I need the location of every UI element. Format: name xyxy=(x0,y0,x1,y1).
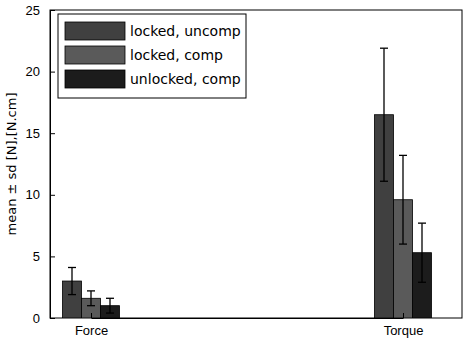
error-cap xyxy=(106,312,114,313)
y-tick-mark xyxy=(50,133,55,134)
x-axis: Force Torque xyxy=(75,313,423,338)
error-cap xyxy=(68,267,76,268)
error-line xyxy=(421,223,422,282)
error-line xyxy=(109,298,110,313)
error-bar xyxy=(106,298,114,313)
error-bar xyxy=(68,267,76,294)
y-axis-title: mean ± sd [N],[N.cm] xyxy=(4,93,19,236)
error-line xyxy=(90,291,91,306)
x-tick-label: Force xyxy=(75,323,108,338)
y-tick-label: 5 xyxy=(33,249,40,264)
error-bar xyxy=(418,223,426,282)
y-tick-label: 10 xyxy=(26,187,40,202)
y-tick-mark xyxy=(50,318,55,319)
error-line xyxy=(402,155,403,244)
y-tick-label: 25 xyxy=(26,3,40,18)
y-tick: 15 xyxy=(26,126,55,141)
legend-swatch xyxy=(65,46,125,64)
error-line xyxy=(383,48,384,181)
y-tick: 20 xyxy=(26,64,55,79)
y-tick-mark xyxy=(50,72,55,73)
legend-swatch xyxy=(65,70,125,88)
error-line xyxy=(71,267,72,294)
y-tick-label: 15 xyxy=(26,126,40,141)
plot-frame xyxy=(50,10,462,318)
error-cap xyxy=(380,48,388,49)
error-cap xyxy=(68,294,76,295)
y-tick-label: 0 xyxy=(33,311,40,326)
error-cap xyxy=(399,155,407,156)
error-cap xyxy=(87,305,95,306)
error-bar xyxy=(399,155,407,244)
error-cap xyxy=(87,290,95,291)
error-cap xyxy=(380,181,388,182)
legend-label: locked, comp xyxy=(130,47,223,63)
legend-box xyxy=(58,14,246,98)
y-tick-mark xyxy=(50,256,55,257)
x-axis-line xyxy=(92,318,404,319)
x-tick-mark xyxy=(91,313,92,318)
error-cap xyxy=(106,298,114,299)
error-bar xyxy=(380,48,388,181)
y-axis-line xyxy=(50,11,51,319)
error-bar xyxy=(87,291,95,306)
y-tick: 0 xyxy=(33,311,55,326)
y-tick-mark xyxy=(50,10,55,11)
y-tick-mark xyxy=(50,195,55,196)
y-tick: 25 xyxy=(26,3,55,18)
chart: 0 5 10 15 20 25 Force Torque mean ± sd [N],[N.cm… xyxy=(0,0,465,341)
x-tick: Force xyxy=(75,313,108,338)
error-cap xyxy=(418,222,426,223)
y-tick: 5 xyxy=(33,249,55,264)
legend-swatch xyxy=(65,22,125,40)
legend: locked, uncomp locked, comp unlocked, comp xyxy=(58,14,246,98)
error-cap xyxy=(418,282,426,283)
error-cap xyxy=(399,243,407,244)
x-tick-mark xyxy=(403,313,404,318)
y-axis: 0 5 10 15 20 25 xyxy=(26,3,55,326)
legend-label: locked, uncomp xyxy=(130,23,241,39)
y-tick-label: 20 xyxy=(26,64,40,79)
y-tick: 10 xyxy=(26,187,55,202)
legend-label: unlocked, comp xyxy=(130,71,241,87)
x-tick-label: Torque xyxy=(384,323,424,338)
x-tick: Torque xyxy=(384,313,424,338)
